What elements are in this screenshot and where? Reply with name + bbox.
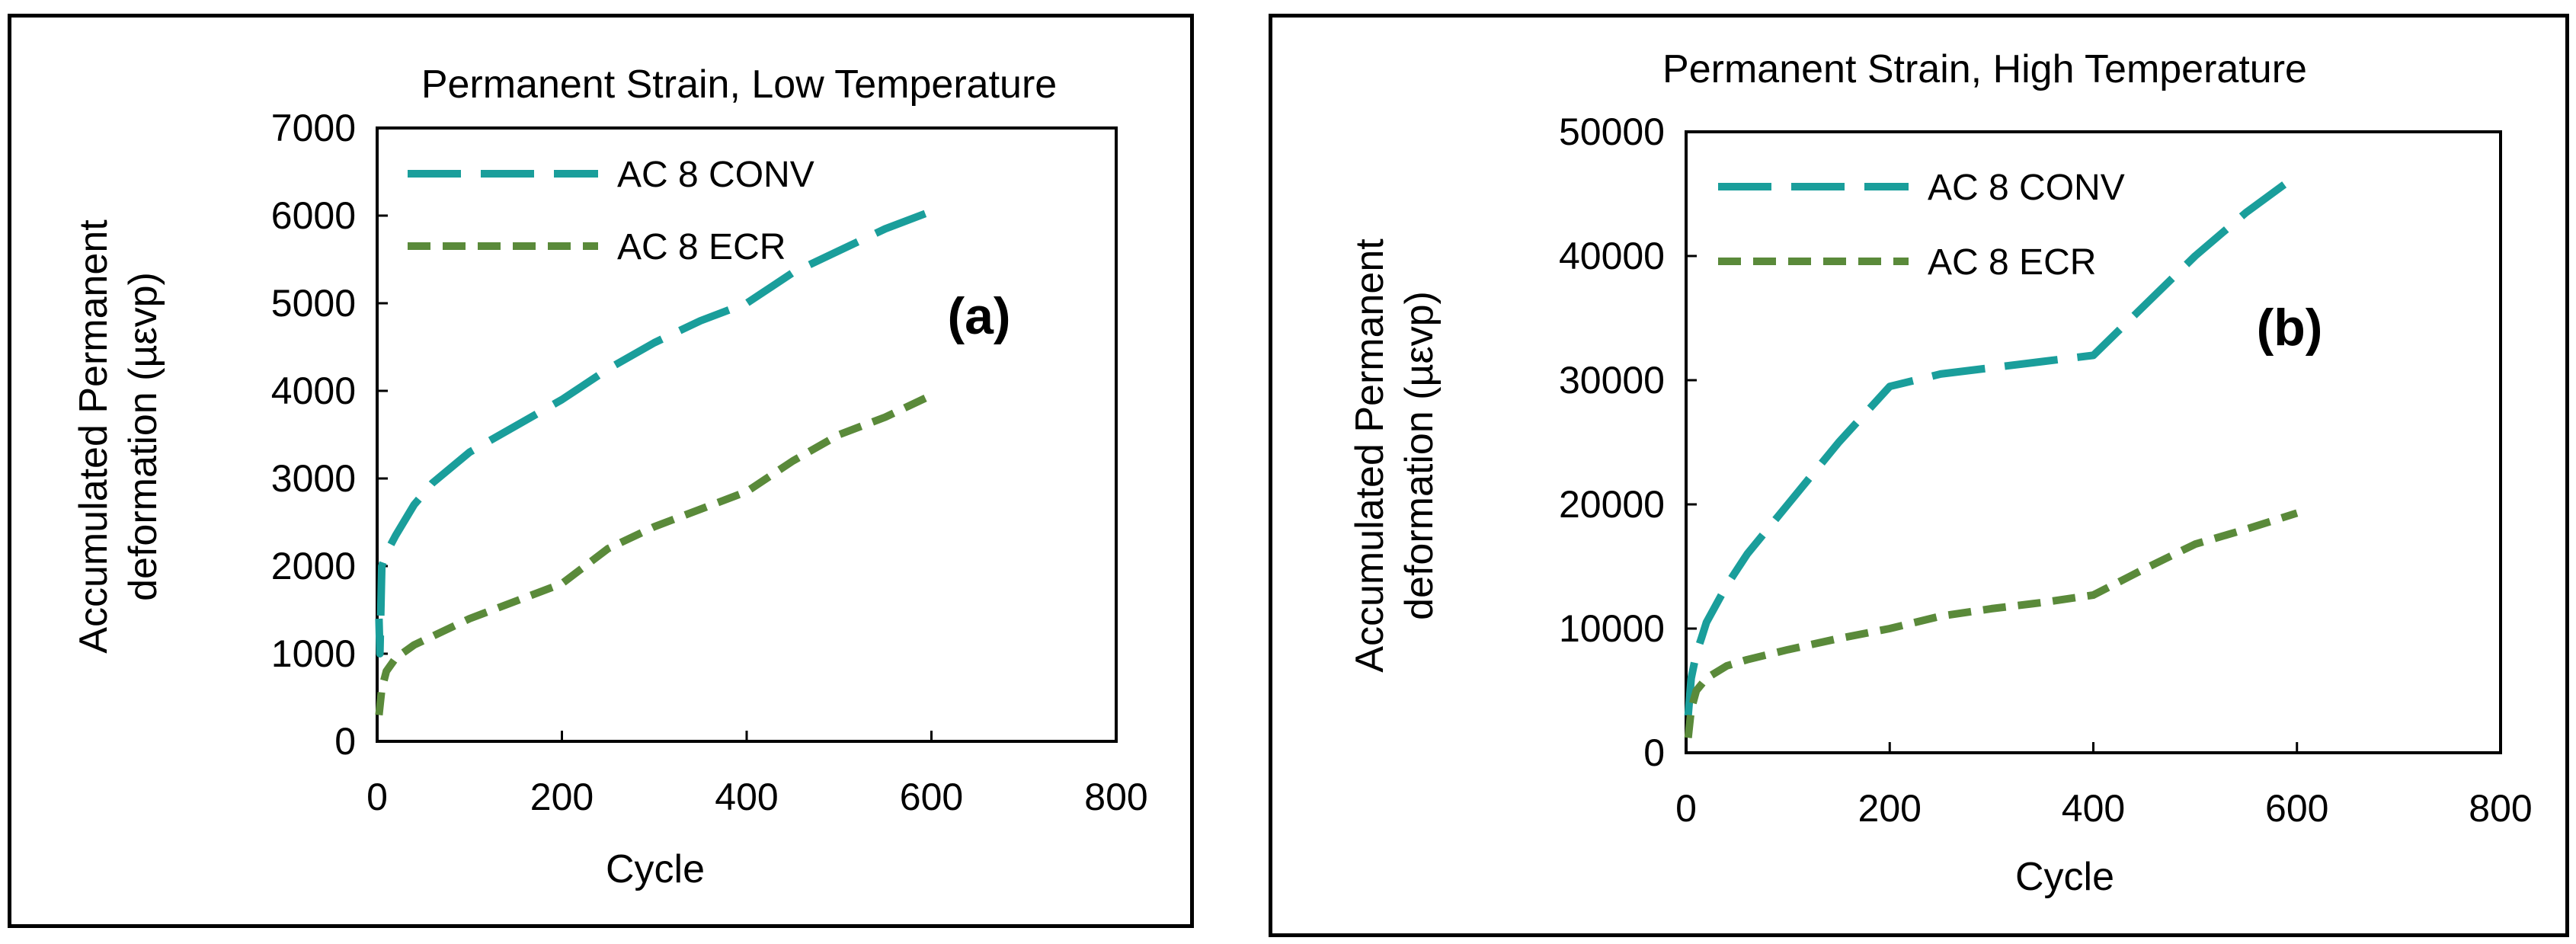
plot-frame — [1685, 130, 2502, 754]
chart-title: Permanent Strain, Low Temperature — [421, 62, 1057, 107]
y-axis-label-line2: deformation (µεvp) — [1397, 291, 1442, 620]
chart-title: Permanent Strain, High Temperature — [1662, 47, 2307, 91]
series-line-ecr — [1684, 509, 2299, 738]
y-tick-label: 40000 — [1559, 235, 1665, 277]
y-tick-label: 2000 — [271, 545, 356, 587]
chart-panel-a: 0 200 400 600 800 0 1000 2000 3000 4000 5000 6000 70… — [8, 14, 1194, 928]
legend-label: AC 8 CONV — [617, 155, 814, 195]
chart-panel-b: 0 200 400 600 800 0 10000 20000 30000 40000 50000 P… — [1269, 14, 2569, 937]
panel-tag: (a) — [947, 287, 1010, 345]
y-tick-label: 7000 — [271, 107, 356, 149]
chart-b-svg: 0 200 400 600 800 0 10000 20000 30000 40000 50000 P… — [1348, 47, 2533, 899]
y-tick-label: 10000 — [1559, 607, 1665, 650]
y-axis-label-line1: Accumulated Permanent — [72, 219, 116, 654]
x-tick-label: 600 — [2265, 787, 2328, 830]
y-tick-label: 6000 — [271, 194, 356, 237]
y-tick-label: 0 — [1643, 731, 1665, 774]
y-tick-label: 20000 — [1559, 483, 1665, 526]
x-tick-label: 0 — [1675, 787, 1697, 830]
y-tick-label: 4000 — [271, 370, 356, 412]
plot-frame — [376, 126, 1118, 743]
y-axis-label-line1: Accumulated Permanent — [1348, 238, 1392, 673]
y-tick-label: 30000 — [1559, 359, 1665, 402]
legend-label: AC 8 ECR — [617, 227, 786, 267]
x-tick-label: 800 — [2469, 787, 2532, 830]
x-tick-label: 800 — [1084, 776, 1147, 818]
x-tick-label: 0 — [366, 776, 388, 818]
y-tick-label: 50000 — [1559, 110, 1665, 153]
x-tick-label: 400 — [2062, 787, 2125, 830]
y-tick-label: 1000 — [271, 632, 356, 675]
x-tick-label: 200 — [530, 776, 594, 818]
legend-label: AC 8 CONV — [1928, 168, 2125, 208]
x-axis-label: Cycle — [606, 847, 705, 891]
chart-a-svg: 0 200 400 600 800 0 1000 2000 3000 4000 5000 6000 70… — [72, 62, 1148, 891]
x-tick-label: 200 — [1858, 787, 1922, 830]
x-tick-label: 600 — [900, 776, 963, 818]
x-axis-label: Cycle — [2015, 855, 2114, 899]
panel-tag: (b) — [2257, 299, 2323, 357]
series-line-conv — [1684, 171, 2299, 716]
y-tick-label: 5000 — [271, 282, 356, 325]
x-tick-label: 400 — [715, 776, 778, 818]
y-axis-label-line2: deformation (µεvp) — [121, 272, 165, 601]
y-tick-label: 0 — [334, 720, 356, 763]
legend-label: AC 8 ECR — [1928, 242, 2096, 283]
series-line-ecr — [375, 392, 933, 716]
y-tick-label: 3000 — [271, 457, 356, 500]
